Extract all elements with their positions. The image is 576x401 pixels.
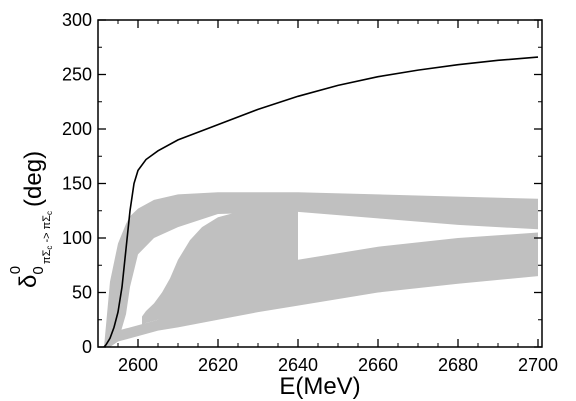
y-tick-label: 150 [62,174,92,194]
x-axis-title: E(MeV) [279,373,360,400]
tick-layer: 2600 2620 2640 2660 2680 2700 0 50 100 150 200 250 3… [62,10,558,375]
y-title-superscript: 0 [7,266,24,274]
y-title-channel2-sub: c [45,211,54,215]
phase-shift-line-1 [103,56,539,348]
y-tick-label: 250 [62,65,92,85]
y-tick-label: 200 [62,119,92,139]
y-tick-label: 50 [72,283,92,303]
y-title-unit: (deg) [20,151,47,207]
x-tick-label: 2600 [118,355,158,375]
error-band-2 [104,232,538,347]
y-title-channel: πΣ [41,249,53,264]
x-tick-label: 2700 [518,355,558,375]
y-tick-label: 0 [82,337,92,357]
x-tick-label: 2660 [358,355,398,375]
y-axis-title: δ00πΣc -> πΣc(deg) [7,151,54,288]
band-layer [104,192,538,347]
y-tick-label: 300 [62,10,92,30]
y-title-channel-sub: c [45,246,54,250]
y-axis-title-text: δ00πΣc -> πΣc(deg) [7,151,54,288]
x-tick-label: 2640 [278,355,318,375]
y-tick-label: 100 [62,228,92,248]
error-band-3 [142,209,298,326]
x-tick-label: 2620 [198,355,238,375]
error-band-1 [104,192,538,347]
y-title-arrow: -> [41,229,53,245]
line-layer [103,56,539,348]
y-title-symbol: δ [15,275,42,288]
y-title-subscript: 0 [30,266,47,274]
x-tick-label: 2680 [438,355,478,375]
y-title-channel2: πΣ [41,215,53,230]
